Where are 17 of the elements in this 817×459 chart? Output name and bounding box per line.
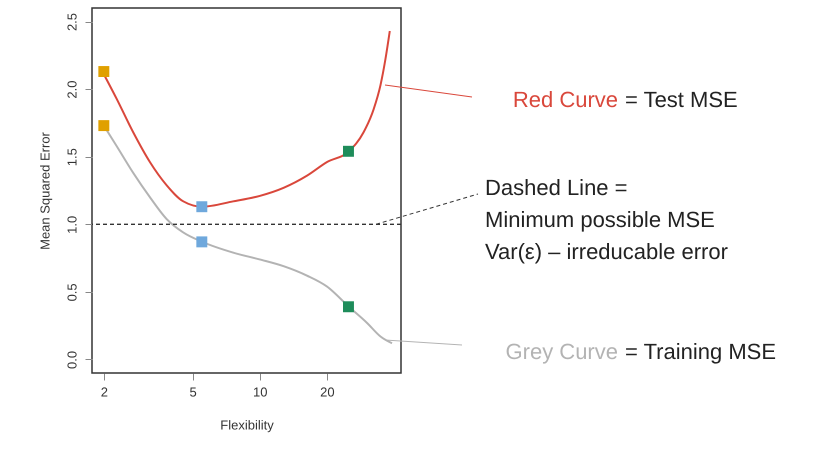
- text: = Test MSE: [625, 87, 738, 112]
- x-tick-label: 5: [189, 384, 197, 400]
- y-tick-label: 1.0: [64, 216, 80, 234]
- ref-line-label: Dashed Line = Minimum possible MSE Var(ε) – irreducable error: [485, 175, 728, 264]
- x-axis-title: Flexibility: [220, 418, 274, 432]
- legend-label: Red Curve: [512, 87, 618, 112]
- legend-label: Grey Curve: [506, 339, 618, 364]
- x-tick-label: 10: [252, 384, 268, 400]
- x-tick-label: 2: [100, 384, 108, 400]
- y-tick-label: 0.5: [64, 283, 80, 302]
- y-tick-label: 2.0: [64, 80, 80, 99]
- y-tick-label: 2.5: [64, 12, 80, 32]
- text: = Training MSE: [625, 339, 776, 364]
- y-tick-label: 1.5: [64, 148, 80, 166]
- y-tick-label: 0.0: [64, 350, 80, 370]
- y-axis-title: Mean Squared Error: [38, 131, 52, 250]
- x-tick-label: 20: [320, 384, 335, 400]
